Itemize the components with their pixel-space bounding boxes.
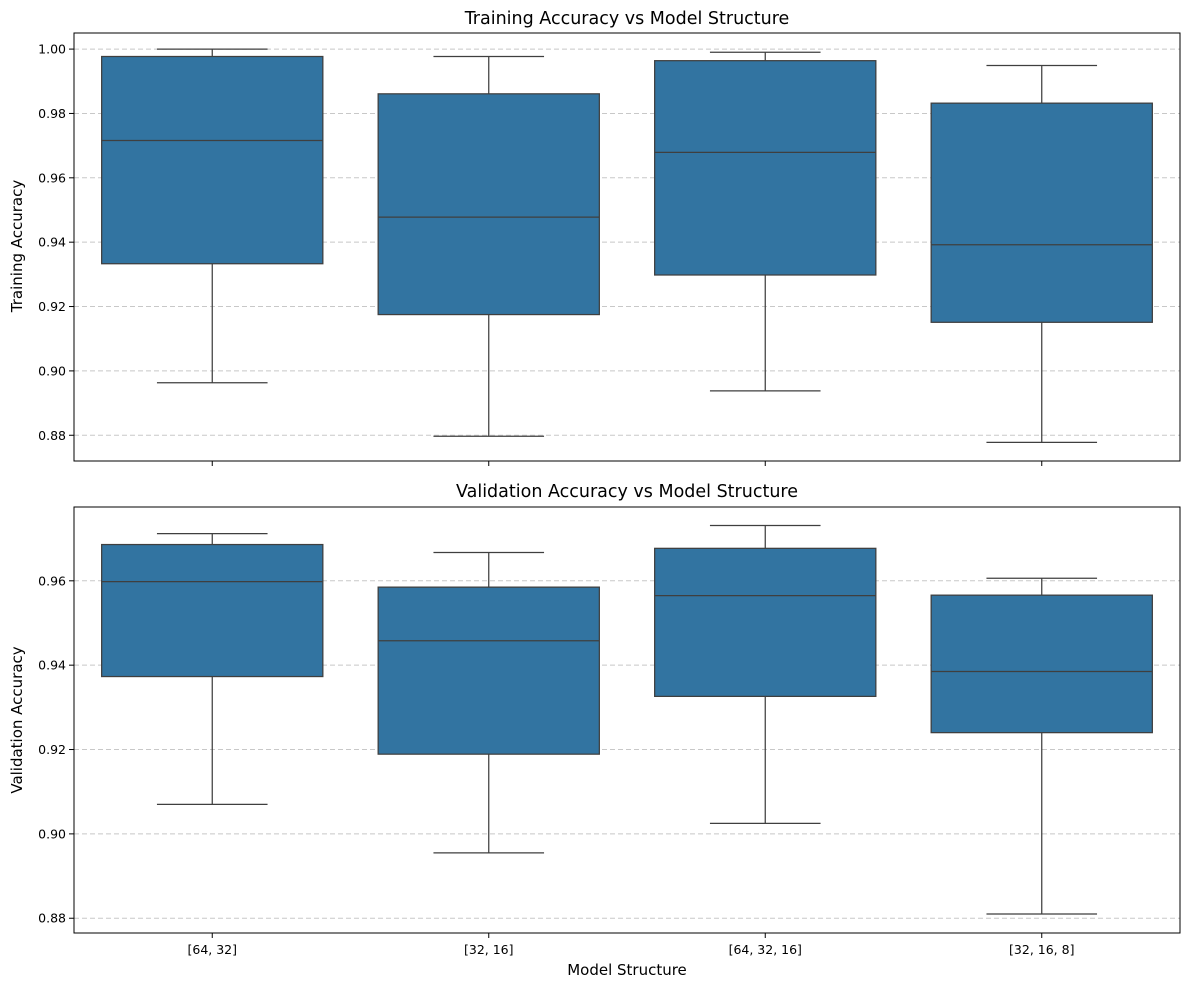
validation-y-axis-label: Validation Accuracy bbox=[8, 646, 26, 793]
training-axes-frame bbox=[73, 32, 1181, 462]
validation-x-tick-label: [64, 32] bbox=[187, 942, 237, 957]
training-iqr-box bbox=[101, 55, 324, 265]
validation-y-tick-label: 0.94 bbox=[38, 658, 66, 673]
training-y-tick-label: 0.96 bbox=[38, 170, 66, 185]
validation-panel-title: Validation Accuracy vs Model Structure bbox=[456, 482, 798, 502]
training-box-3 bbox=[654, 51, 877, 392]
validation-y-ticks: 0.88 0.90 0.92 0.94 0.96 bbox=[38, 573, 74, 926]
training-y-tick-label: 1.00 bbox=[38, 42, 66, 57]
training-box-2 bbox=[377, 55, 600, 437]
validation-y-tick-label: 0.96 bbox=[38, 573, 66, 588]
training-panel-title: Training Accuracy vs Model Structure bbox=[464, 9, 790, 29]
training-iqr-box bbox=[930, 102, 1153, 323]
validation-accuracy-panel: Validation Accuracy vs Model Structure V… bbox=[8, 482, 1181, 979]
training-y-tick-label: 0.98 bbox=[38, 106, 66, 121]
training-y-tick-label: 0.94 bbox=[38, 235, 66, 250]
validation-box-1 bbox=[101, 532, 324, 805]
validation-box-3 bbox=[654, 524, 877, 824]
validation-iqr-box bbox=[930, 594, 1153, 734]
training-x-ticks bbox=[211, 461, 1043, 466]
validation-box-4 bbox=[930, 577, 1153, 915]
validation-x-ticks: [64, 32] [32, 16] [64, 32, 16] [32, 16, 8] bbox=[187, 933, 1074, 957]
validation-x-tick-label: [32, 16] bbox=[464, 942, 514, 957]
validation-iqr-box bbox=[654, 547, 877, 698]
training-box-4 bbox=[930, 64, 1153, 443]
validation-axes-frame bbox=[73, 506, 1181, 934]
validation-x-tick-label: [32, 16, 8] bbox=[1009, 942, 1074, 957]
validation-iqr-box bbox=[377, 586, 600, 755]
validation-x-tick-label: [64, 32, 16] bbox=[729, 942, 802, 957]
training-y-ticks: 0.88 0.90 0.92 0.94 0.96 0.98 1.00 bbox=[38, 42, 74, 443]
training-iqr-box bbox=[654, 60, 877, 276]
validation-box-2 bbox=[377, 551, 600, 854]
x-axis-label: Model Structure bbox=[567, 961, 687, 979]
training-accuracy-panel: Training Accuracy vs Model Structure Tra… bbox=[8, 9, 1181, 466]
training-box-1 bbox=[101, 48, 324, 384]
training-y-axis-label: Training Accuracy bbox=[8, 180, 26, 314]
validation-y-tick-label: 0.90 bbox=[38, 826, 66, 841]
training-y-tick-label: 0.92 bbox=[38, 299, 66, 314]
validation-iqr-box bbox=[101, 543, 324, 678]
validation-y-tick-label: 0.88 bbox=[38, 911, 66, 926]
training-y-tick-label: 0.88 bbox=[38, 428, 66, 443]
validation-y-tick-label: 0.92 bbox=[38, 742, 66, 757]
training-iqr-box bbox=[377, 93, 600, 316]
training-y-tick-label: 0.90 bbox=[38, 363, 66, 378]
